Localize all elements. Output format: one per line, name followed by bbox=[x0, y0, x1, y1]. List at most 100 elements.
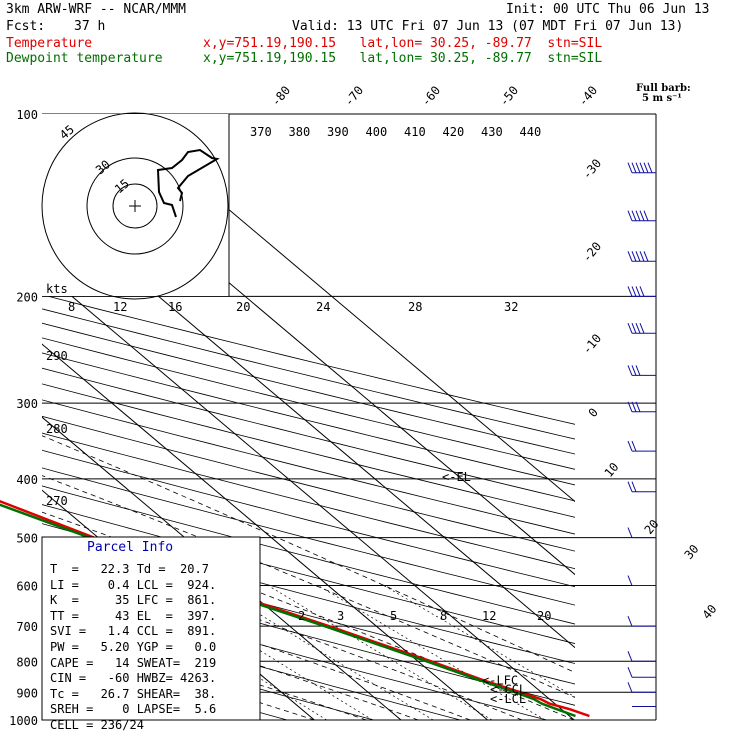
level-marker-el: <-EL bbox=[442, 470, 471, 484]
pressure-label: 500 bbox=[16, 532, 38, 546]
forecast-label: Fcst: bbox=[6, 19, 46, 34]
wind-barb-flag bbox=[631, 251, 637, 262]
theta-label: 440 bbox=[520, 125, 542, 139]
forecast-hours: 37 h bbox=[74, 19, 106, 34]
dry-adiabat bbox=[42, 485, 575, 625]
wind-barb-flag bbox=[631, 286, 637, 297]
speed-label: 28 bbox=[408, 300, 422, 314]
wind-barb-flag bbox=[643, 210, 649, 221]
wind-barb-flag bbox=[635, 162, 641, 173]
mixing-ratio-label: 2 bbox=[298, 609, 305, 623]
parcel-info-row: SREH = 0 LAPSE= 5.6 bbox=[50, 702, 217, 717]
barb-legend-title: Full barb: bbox=[636, 83, 691, 94]
wind-barb-flag bbox=[627, 615, 633, 627]
sounding-curves bbox=[0, 499, 590, 718]
isotherm-line bbox=[42, 270, 575, 720]
wind-barb-flag bbox=[627, 365, 633, 376]
parcel-info-row: TT = 43 EL = 397. bbox=[50, 608, 217, 623]
wind-barb-flag bbox=[627, 575, 633, 586]
dry-adiabat bbox=[42, 627, 376, 720]
isotherm-label: -20 bbox=[580, 239, 605, 265]
wind-barbs bbox=[627, 162, 656, 708]
isotherm-label: -60 bbox=[419, 83, 444, 109]
wind-barb-flag bbox=[639, 286, 645, 297]
isotherm-label: 0 bbox=[586, 405, 601, 420]
wind-barb-flag bbox=[627, 651, 633, 662]
pressure-label: 1000 bbox=[9, 714, 38, 728]
dry-adiabat bbox=[42, 449, 575, 588]
mixing-ratio-label: 3 bbox=[337, 609, 344, 623]
pressure-label: 900 bbox=[16, 686, 38, 700]
dry-adiabat bbox=[42, 308, 575, 440]
dry-adiabat bbox=[42, 322, 575, 455]
theta-label-left: 280 bbox=[46, 422, 68, 436]
isotherm-label: 20 bbox=[642, 517, 662, 537]
wind-barb-flag bbox=[635, 251, 641, 262]
hodograph-ring bbox=[86, 157, 184, 255]
dry-adiabat bbox=[42, 504, 575, 644]
wind-barb-flag bbox=[639, 162, 645, 173]
isotherm-label: 10 bbox=[602, 460, 622, 480]
wind-barb-flag bbox=[631, 162, 637, 173]
dewpoint-curve bbox=[0, 503, 576, 718]
wind-barb-flag bbox=[627, 323, 633, 334]
mixing-ratio-label: 8 bbox=[440, 609, 447, 623]
wind-barb-flag bbox=[627, 682, 633, 693]
wind-barb-flag bbox=[647, 162, 653, 173]
parcel-info-row: CELL = 236/24 bbox=[50, 718, 144, 732]
speed-label: 12 bbox=[113, 300, 127, 314]
temperature-location: x,y=751.19,190.15 lat,lon= 30.25, -89.77… bbox=[203, 36, 603, 51]
level-marker-ccl: <-CCL bbox=[490, 683, 526, 697]
wind-barb-flag bbox=[631, 365, 637, 376]
dry-adiabat bbox=[42, 605, 462, 720]
mixing-ratio-line bbox=[268, 585, 493, 720]
wind-barb-flag bbox=[639, 323, 645, 334]
wind-barb-flag bbox=[627, 481, 633, 492]
theta-label: 400 bbox=[366, 125, 388, 139]
wind-barb-flag bbox=[627, 251, 633, 262]
parcel-info-row: Tc = 26.7 SHEAR= 38. bbox=[50, 686, 217, 701]
theta-label: 410 bbox=[404, 125, 426, 139]
wind-barb-flag bbox=[631, 210, 637, 221]
hodograph-trace bbox=[156, 148, 220, 218]
theta-label-left: 270 bbox=[46, 494, 68, 508]
wind-barb-flag bbox=[643, 162, 649, 173]
wind-barb-flag bbox=[635, 210, 641, 221]
speed-label: 32 bbox=[504, 300, 518, 314]
valid-time: Valid: 13 UTC Fri 07 Jun 13 (07 MDT Fri … bbox=[292, 19, 684, 34]
wind-barb-flag bbox=[631, 481, 637, 492]
temperature-curve bbox=[0, 499, 590, 718]
pressure-label: 800 bbox=[16, 655, 38, 669]
mixing-ratio-label: 5 bbox=[390, 609, 397, 623]
wind-barb-flag bbox=[639, 251, 645, 262]
wind-barb-flag bbox=[627, 440, 633, 452]
parcel-info-row: SVI = 1.4 CCL = 891. bbox=[50, 624, 217, 639]
dry-adiabat bbox=[42, 294, 575, 425]
theta-label: 420 bbox=[443, 125, 465, 139]
mixing-ratio-label: 20 bbox=[537, 609, 551, 623]
speed-label: 8 bbox=[68, 300, 75, 314]
parcel-info-row: LI = 0.4 LCL = 924. bbox=[50, 577, 217, 592]
parcel-info-row: CAPE = 14 SWEAT= 219 bbox=[50, 655, 217, 670]
wind-barb-flag bbox=[639, 210, 645, 221]
wind-barb-flag bbox=[631, 440, 637, 452]
level-marker-lfc: <-LFC bbox=[482, 674, 518, 688]
pressure-label: 100 bbox=[16, 108, 38, 122]
isotherm-label: 40 bbox=[700, 602, 720, 622]
dry-adiabat bbox=[42, 583, 549, 720]
isotherm-line bbox=[42, 416, 402, 720]
wind-barb-flag bbox=[627, 401, 633, 412]
isotherm-label: -30 bbox=[580, 156, 605, 182]
isotherm-label: -70 bbox=[342, 83, 367, 109]
pressure-label: 300 bbox=[16, 397, 38, 411]
parcel-info-row: CIN = -60 HWBZ= 4263. bbox=[50, 671, 217, 686]
theta-label: 390 bbox=[327, 125, 349, 139]
hodograph-ring bbox=[112, 183, 158, 229]
isotherm-label: -40 bbox=[576, 83, 601, 109]
dry-adiabat bbox=[42, 467, 575, 606]
parcel-info-title: Parcel Info bbox=[87, 540, 174, 555]
wind-barb-flag bbox=[635, 323, 641, 334]
temperature-legend: Temperature bbox=[6, 36, 93, 51]
hodograph-units: kts bbox=[46, 282, 68, 296]
